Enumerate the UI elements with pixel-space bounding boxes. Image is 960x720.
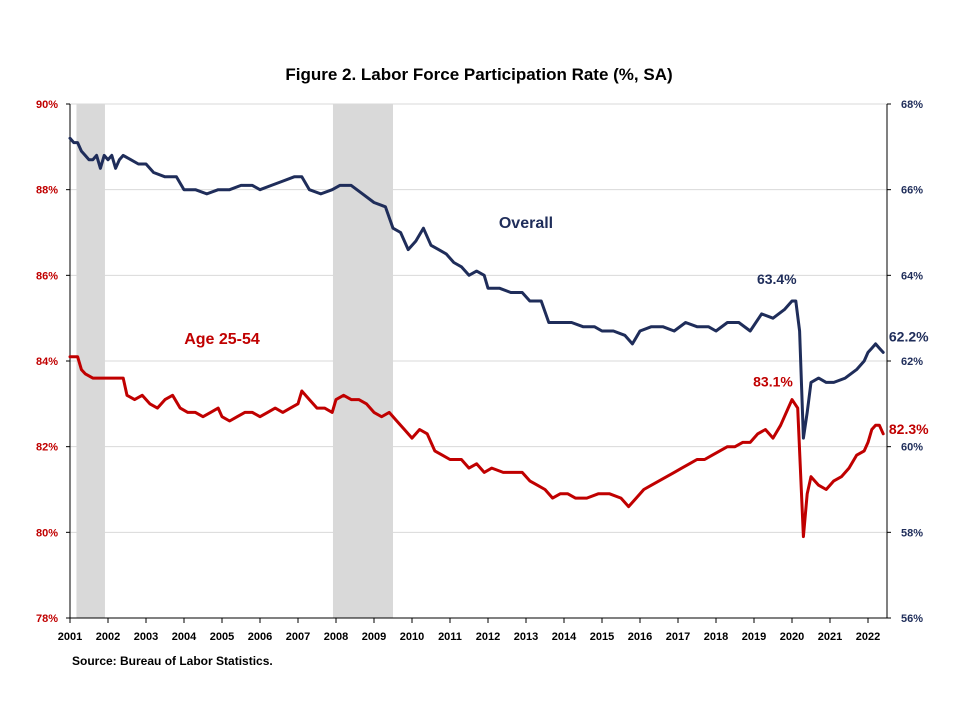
x-tick-label: 2014 (552, 631, 577, 643)
annotation-label: Age 25-54 (184, 331, 260, 348)
x-tick-label: 2016 (628, 631, 652, 643)
x-tick-label: 2021 (818, 631, 842, 643)
annotation-label: 82.3% (889, 421, 929, 437)
x-tick-label: 2006 (248, 631, 272, 643)
x-tick-label: 2011 (438, 631, 462, 643)
left-tick-label: 86% (36, 270, 58, 282)
series-line-age-25-54 (68, 355, 885, 539)
left-tick-label: 84% (36, 356, 58, 368)
x-tick-label: 2022 (856, 631, 880, 643)
right-tick-label: 66% (901, 185, 923, 197)
x-tick-label: 2020 (780, 631, 804, 643)
right-tick-label: 64% (901, 270, 923, 282)
left-tick-label: 82% (36, 442, 58, 454)
x-tick-label: 2018 (704, 631, 728, 643)
right-tick-label: 68% (901, 99, 923, 111)
chart-title: Figure 2. Labor Force Participation Rate… (285, 65, 672, 84)
left-tick-label: 90% (36, 99, 58, 111)
x-tick-label: 2004 (172, 631, 197, 643)
series-lines (68, 136, 885, 539)
annotation-label: 62.2% (889, 329, 929, 345)
axes: 78% 56% 80% 58% 82% 60% 84% 62% 86% 64% 88% 66% 90% 6… (36, 99, 923, 643)
left-tick-label: 80% (36, 527, 58, 539)
left-tick-label: 88% (36, 185, 58, 197)
right-tick-label: 60% (901, 442, 923, 454)
left-tick-label: 78% (36, 613, 58, 625)
x-tick-label: 2007 (286, 631, 310, 643)
annotations: Overall Age 25-54 63.4% 83.1% 62.2% 82.3% (184, 215, 929, 437)
annotation-label: Overall (499, 215, 553, 232)
x-tick-label: 2013 (514, 631, 538, 643)
annotation-label: 83.1% (753, 374, 793, 390)
x-tick-label: 2008 (324, 631, 348, 643)
x-tick-label: 2015 (590, 631, 614, 643)
x-tick-label: 2010 (400, 631, 424, 643)
x-tick-label: 2012 (476, 631, 500, 643)
x-tick-label: 2019 (742, 631, 766, 643)
gridlines (70, 103, 887, 619)
x-tick-label: 2005 (210, 631, 234, 643)
x-tick-label: 2002 (96, 631, 120, 643)
right-tick-label: 58% (901, 527, 923, 539)
annotation-label: 63.4% (757, 271, 797, 287)
x-tick-label: 2017 (666, 631, 690, 643)
series-line-overall (68, 136, 885, 440)
right-tick-label: 62% (901, 356, 923, 368)
x-tick-label: 2009 (362, 631, 386, 643)
right-tick-label: 56% (901, 613, 923, 625)
x-tick-label: 2003 (134, 631, 158, 643)
source-note: Source: Bureau of Labor Statistics. (72, 654, 273, 668)
x-tick-label: 2001 (58, 631, 82, 643)
